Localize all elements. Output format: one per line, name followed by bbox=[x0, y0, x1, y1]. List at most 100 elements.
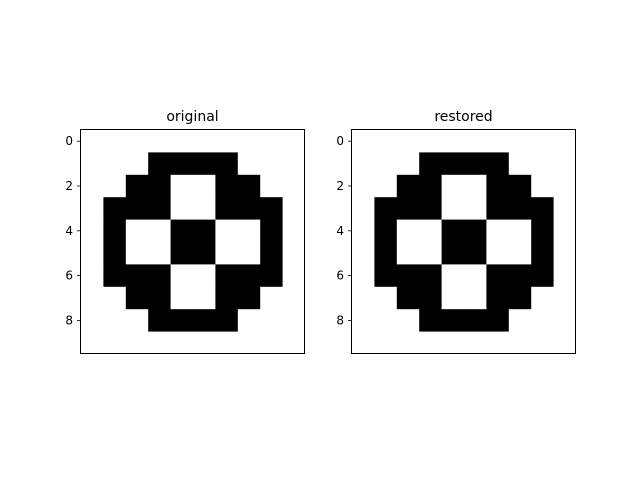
heatmap-cell bbox=[170, 174, 194, 198]
heatmap-cell bbox=[103, 197, 127, 220]
heatmap-cell bbox=[441, 174, 465, 198]
heatmap-cell bbox=[170, 242, 194, 265]
heatmap-cell bbox=[148, 130, 171, 153]
y-tick-label: 0 bbox=[65, 134, 73, 148]
heatmap-cell bbox=[352, 174, 375, 198]
heatmap-cell bbox=[464, 309, 487, 332]
heatmap-cell bbox=[396, 242, 420, 265]
heatmap-cell bbox=[508, 152, 532, 176]
heatmap-cell bbox=[282, 219, 306, 243]
heatmap-cell bbox=[486, 197, 510, 220]
heatmap-cell bbox=[396, 309, 420, 332]
heatmap-cell bbox=[215, 331, 239, 355]
heatmap-cell bbox=[396, 130, 420, 153]
heatmap-cell bbox=[81, 219, 104, 243]
heatmap-cells bbox=[81, 130, 306, 355]
y-axis-ticks: 0 2 4 6 8 bbox=[336, 134, 352, 327]
heatmap-cell bbox=[553, 197, 577, 220]
heatmap-cell bbox=[148, 331, 171, 355]
heatmap-cell bbox=[508, 219, 532, 243]
heatmap-cell bbox=[260, 309, 283, 332]
heatmap-cell bbox=[193, 309, 216, 332]
axes-frame bbox=[80, 129, 305, 354]
heatmap-cell bbox=[237, 152, 261, 176]
heatmap-cell bbox=[486, 219, 510, 243]
heatmap-cell bbox=[553, 130, 577, 153]
heatmap-cell bbox=[553, 331, 577, 355]
heatmap-cell bbox=[464, 331, 487, 355]
heatmap-cell bbox=[193, 174, 216, 198]
heatmap-cell bbox=[508, 130, 532, 153]
heatmap-cell bbox=[531, 309, 554, 332]
heatmap-cell bbox=[531, 264, 554, 288]
heatmap-cell bbox=[508, 174, 532, 198]
heatmap-cell bbox=[352, 130, 375, 153]
panel-title: original bbox=[166, 109, 218, 125]
heatmap-cell bbox=[374, 152, 398, 176]
heatmap-cell bbox=[81, 331, 104, 355]
heatmap-cell bbox=[441, 242, 465, 265]
heatmap-cell bbox=[260, 264, 283, 288]
heatmap-cell bbox=[170, 286, 194, 310]
heatmap-cell bbox=[282, 309, 306, 332]
heatmap-cell bbox=[193, 130, 216, 153]
axes-frame bbox=[351, 129, 576, 354]
heatmap-cell bbox=[531, 152, 554, 176]
heatmap-cell bbox=[553, 174, 577, 198]
heatmap-cell bbox=[148, 219, 171, 243]
y-axis-ticks: 0 2 4 6 8 bbox=[65, 134, 81, 327]
heatmap-cell bbox=[81, 197, 104, 220]
heatmap-cell bbox=[419, 242, 442, 265]
heatmap-cell bbox=[441, 130, 465, 153]
heatmap-cell bbox=[237, 331, 261, 355]
heatmap-cell bbox=[508, 309, 532, 332]
heatmap-cell bbox=[193, 242, 216, 265]
heatmap-cell bbox=[103, 331, 127, 355]
heatmap-cell bbox=[237, 264, 261, 288]
heatmap-cell bbox=[419, 152, 442, 176]
heatmap-cell bbox=[553, 264, 577, 288]
heatmap-cell bbox=[508, 331, 532, 355]
heatmap-cell bbox=[486, 264, 510, 288]
heatmap-cell bbox=[464, 264, 487, 288]
heatmap-cell bbox=[419, 174, 442, 198]
heatmap-cell bbox=[81, 174, 104, 198]
heatmap-cell bbox=[352, 197, 375, 220]
heatmap-cell bbox=[103, 174, 127, 198]
y-tick-label: 6 bbox=[65, 269, 73, 283]
heatmap-cell bbox=[464, 197, 487, 220]
heatmap-cell bbox=[374, 242, 398, 265]
heatmap-cell bbox=[193, 331, 216, 355]
heatmap-cell bbox=[148, 264, 171, 288]
heatmap-cell bbox=[374, 130, 398, 153]
heatmap-cell bbox=[531, 174, 554, 198]
y-tick-label: 4 bbox=[336, 224, 344, 238]
heatmap-cell bbox=[81, 286, 104, 310]
heatmap-cell bbox=[215, 219, 239, 243]
heatmap-cell bbox=[215, 242, 239, 265]
heatmap-cell bbox=[125, 219, 149, 243]
heatmap-cell bbox=[352, 152, 375, 176]
heatmap-cell bbox=[419, 130, 442, 153]
heatmap-cell bbox=[81, 309, 104, 332]
heatmap-cell bbox=[553, 219, 577, 243]
heatmap-cell bbox=[282, 174, 306, 198]
heatmap-cell bbox=[486, 286, 510, 310]
heatmap-cell bbox=[260, 152, 283, 176]
heatmap-cell bbox=[531, 286, 554, 310]
heatmap-cell bbox=[81, 130, 104, 153]
heatmap-cell bbox=[170, 309, 194, 332]
heatmap-cell bbox=[193, 286, 216, 310]
heatmap-cell bbox=[282, 197, 306, 220]
heatmap-cell bbox=[396, 286, 420, 310]
heatmap-cell bbox=[260, 331, 283, 355]
heatmap-cell bbox=[170, 152, 194, 176]
heatmap-cell bbox=[441, 152, 465, 176]
heatmap-cell bbox=[282, 331, 306, 355]
heatmap-cell bbox=[374, 174, 398, 198]
heatmap-cell bbox=[148, 309, 171, 332]
heatmap-cell bbox=[125, 174, 149, 198]
heatmap-cell bbox=[553, 286, 577, 310]
heatmap-cell bbox=[237, 286, 261, 310]
heatmap-cell bbox=[215, 197, 239, 220]
